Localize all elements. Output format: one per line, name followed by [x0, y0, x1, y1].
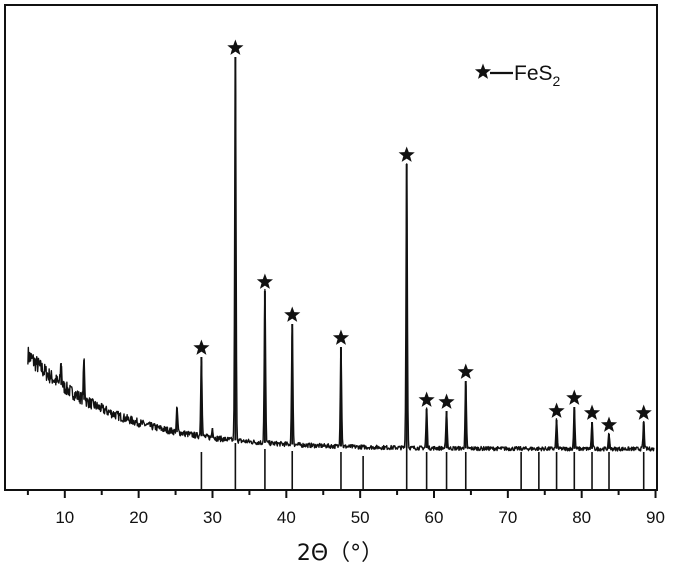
star-marker-icon — [566, 389, 583, 405]
star-marker-icon — [600, 416, 618, 432]
star-marker-icon — [332, 329, 350, 345]
peak-markers — [60, 39, 652, 449]
reference-sticks — [200, 443, 645, 490]
star-marker-icon — [457, 363, 474, 379]
star-marker-icon — [438, 393, 455, 409]
star-marker-icon — [284, 306, 301, 322]
legend-subscript: 2 — [553, 73, 561, 89]
x-axis-title: 2Θ（°） — [297, 541, 383, 566]
x-axis-tick-labels: 10 20 30 40 50 60 70 80 90 — [55, 508, 665, 527]
star-marker-icon — [548, 402, 565, 418]
x-tick-label: 40 — [277, 508, 296, 527]
legend-star-icon — [474, 63, 492, 79]
star-marker-icon — [227, 39, 244, 55]
star-marker-icon — [418, 391, 435, 407]
x-tick-label: 30 — [203, 508, 222, 527]
x-axis-ticks — [26, 490, 657, 498]
x-tick-label: 60 — [425, 508, 444, 527]
x-tick-label: 20 — [129, 508, 148, 527]
star-marker-icon — [583, 404, 601, 420]
plot-frame — [4, 4, 658, 491]
x-tick-label: 90 — [646, 508, 665, 527]
star-marker-icon — [398, 146, 415, 162]
x-tick-label: 80 — [572, 508, 591, 527]
legend-label: FeS2 — [514, 62, 561, 89]
x-tick-label: 70 — [498, 508, 517, 527]
legend: FeS2 — [474, 62, 561, 89]
star-marker-icon — [256, 273, 273, 289]
star-marker-icon — [635, 404, 652, 420]
x-tick-label: 10 — [55, 508, 74, 527]
x-tick-label: 50 — [351, 508, 370, 527]
star-marker-icon — [193, 339, 210, 355]
